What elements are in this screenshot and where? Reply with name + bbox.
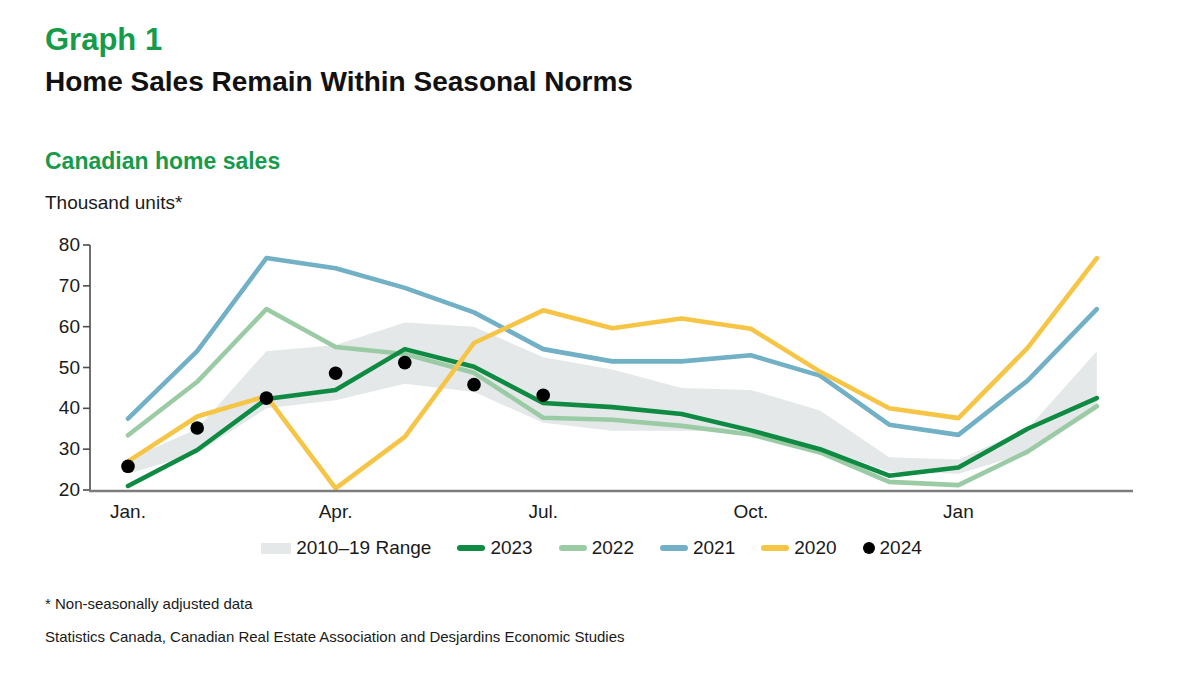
chart-legend: 2010–19 Range 2023 2022 2021 2020 2024 bbox=[70, 537, 1113, 559]
legend-swatch-2022 bbox=[559, 545, 587, 551]
x-tick-label-Jan: Jan. bbox=[110, 501, 146, 523]
legend-label-2020: 2020 bbox=[794, 537, 836, 559]
x-tick-label-Apr: Apr. bbox=[319, 501, 353, 523]
x-tick-label-Jul: Jul. bbox=[528, 501, 558, 523]
legend-label-2022: 2022 bbox=[592, 537, 634, 559]
x-tick-label-Oct: Oct. bbox=[733, 501, 768, 523]
legend-swatch-range bbox=[261, 543, 291, 554]
x-tick-label-Jan: Jan bbox=[943, 501, 974, 523]
dot-2024-3 bbox=[260, 391, 274, 405]
legend-swatch-2020 bbox=[761, 545, 789, 551]
y-tick-label-30: 30 bbox=[38, 438, 80, 460]
y-tick-label-60: 60 bbox=[38, 316, 80, 338]
chart-svg bbox=[0, 0, 1200, 675]
y-tick-label-20: 20 bbox=[38, 479, 80, 501]
legend-item-2022: 2022 bbox=[559, 537, 634, 559]
legend-swatch-2024 bbox=[863, 542, 875, 554]
y-tick-label-50: 50 bbox=[38, 357, 80, 379]
dot-2024-5 bbox=[398, 356, 412, 370]
legend-item-2021: 2021 bbox=[660, 537, 735, 559]
legend-label-2024: 2024 bbox=[880, 537, 922, 559]
legend-label-2021: 2021 bbox=[693, 537, 735, 559]
legend-label-2023: 2023 bbox=[490, 537, 532, 559]
dot-2024-1 bbox=[121, 460, 135, 474]
footnote-sources: Statistics Canada, Canadian Real Estate … bbox=[45, 628, 625, 645]
dot-2024-2 bbox=[190, 421, 204, 435]
legend-item-2020: 2020 bbox=[761, 537, 836, 559]
y-tick-label-80: 80 bbox=[38, 234, 80, 256]
y-tick-label-40: 40 bbox=[38, 397, 80, 419]
legend-swatch-2021 bbox=[660, 545, 688, 551]
footnote-asterisk: * Non-seasonally adjusted data bbox=[45, 595, 253, 612]
legend-swatch-2023 bbox=[457, 545, 485, 551]
dot-2024-6 bbox=[467, 378, 481, 392]
legend-item-2023: 2023 bbox=[457, 537, 532, 559]
legend-item-2024: 2024 bbox=[863, 537, 922, 559]
legend-label-range: 2010–19 Range bbox=[296, 537, 431, 559]
y-tick-label-70: 70 bbox=[38, 275, 80, 297]
legend-item-range: 2010–19 Range bbox=[261, 537, 431, 559]
dot-2024-4 bbox=[329, 366, 343, 380]
dot-2024-7 bbox=[536, 388, 550, 402]
